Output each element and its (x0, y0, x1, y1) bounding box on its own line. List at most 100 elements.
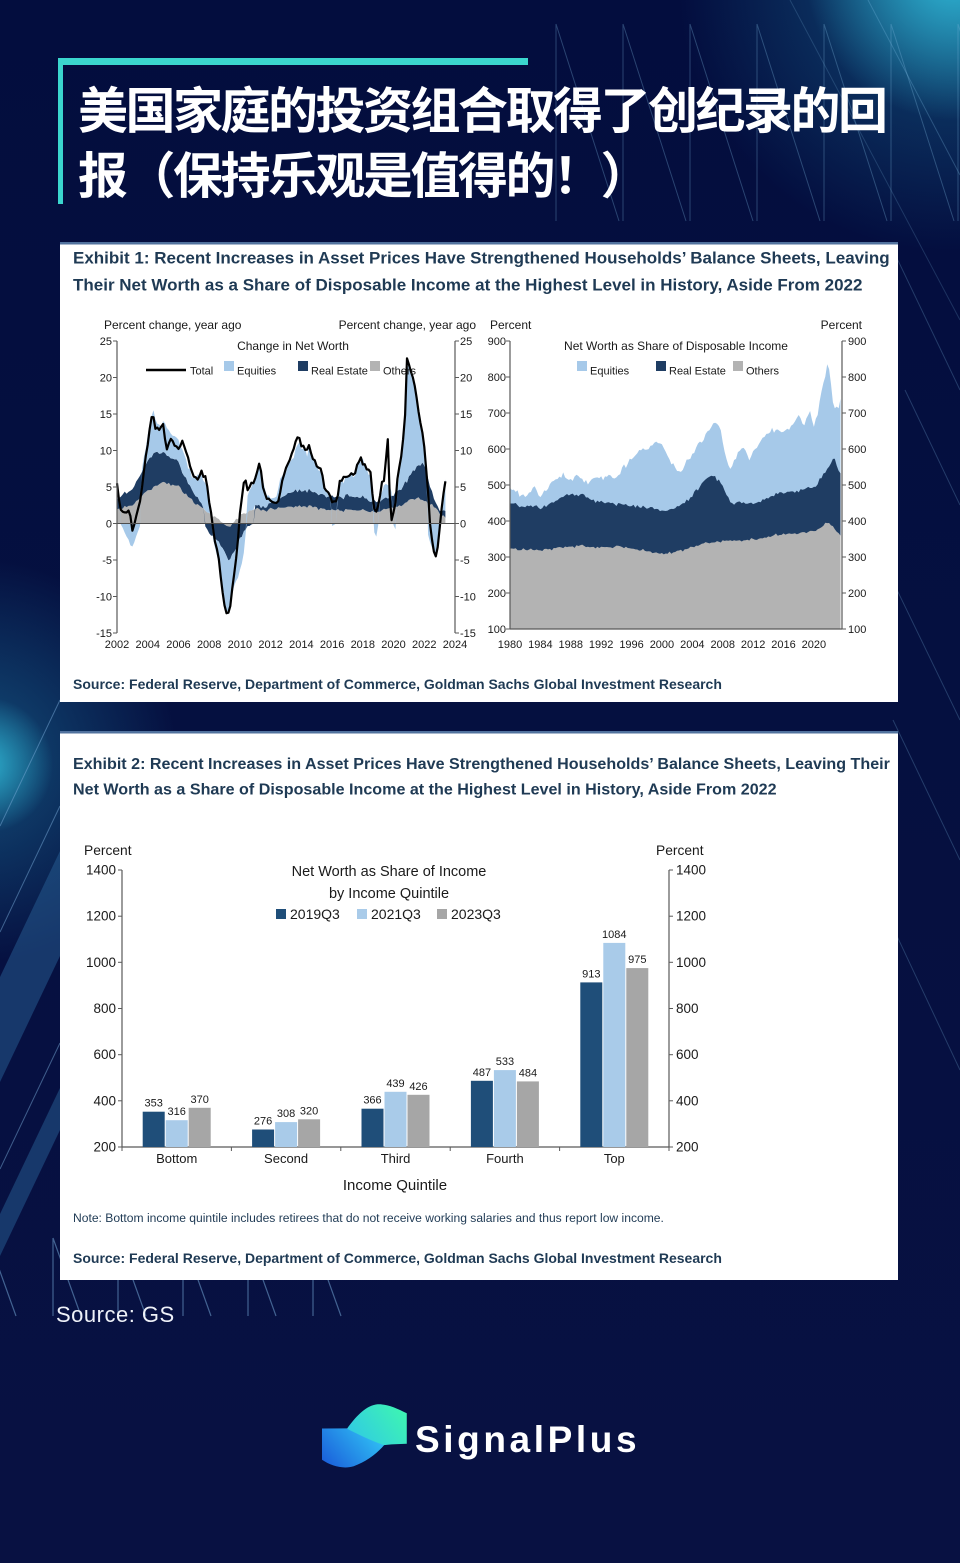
svg-text:800: 800 (676, 1001, 699, 1016)
svg-text:Second: Second (264, 1151, 308, 1166)
svg-text:800: 800 (488, 372, 506, 384)
svg-text:2010: 2010 (228, 639, 252, 651)
svg-text:316: 316 (168, 1106, 186, 1118)
svg-text:2014: 2014 (289, 639, 313, 651)
svg-text:Total: Total (190, 366, 213, 378)
svg-text:2008: 2008 (710, 639, 734, 651)
svg-text:1400: 1400 (676, 863, 706, 878)
svg-text:2012: 2012 (258, 639, 282, 651)
svg-text:366: 366 (363, 1095, 381, 1107)
svg-text:700: 700 (848, 408, 866, 420)
svg-text:487: 487 (473, 1067, 491, 1079)
svg-text:1200: 1200 (676, 909, 706, 924)
svg-text:439: 439 (386, 1078, 404, 1090)
svg-text:2004: 2004 (135, 639, 159, 651)
svg-text:Percent: Percent (821, 318, 863, 332)
svg-text:Percent: Percent (84, 843, 132, 858)
svg-text:20: 20 (100, 372, 112, 384)
svg-text:200: 200 (93, 1140, 116, 1155)
svg-text:1996: 1996 (619, 639, 643, 651)
svg-text:1400: 1400 (86, 863, 116, 878)
svg-text:1984: 1984 (528, 639, 552, 651)
svg-text:1992: 1992 (589, 639, 613, 651)
svg-text:2000: 2000 (650, 639, 674, 651)
svg-text:Net Worth as Share of Disposab: Net Worth as Share of Disposable Income (564, 339, 788, 353)
svg-text:Real Estate: Real Estate (311, 366, 368, 378)
svg-text:1000: 1000 (676, 955, 706, 970)
svg-text:0: 0 (460, 518, 466, 530)
svg-text:15: 15 (460, 409, 472, 421)
svg-text:2016: 2016 (771, 639, 795, 651)
svg-text:308: 308 (277, 1108, 295, 1120)
svg-text:600: 600 (848, 444, 866, 456)
svg-text:320: 320 (300, 1105, 318, 1117)
svg-text:by Income Quintile: by Income Quintile (329, 886, 449, 902)
svg-text:2012: 2012 (741, 639, 765, 651)
svg-text:Bottom: Bottom (156, 1151, 197, 1166)
svg-text:400: 400 (676, 1093, 699, 1108)
svg-text:533: 533 (496, 1056, 514, 1068)
svg-text:2006: 2006 (166, 639, 190, 651)
svg-text:200: 200 (488, 588, 506, 600)
svg-text:975: 975 (628, 954, 646, 966)
svg-text:Their Net Worth as a Share of: Their Net Worth as a Share of Disposable… (73, 276, 862, 295)
svg-text:-15: -15 (460, 628, 476, 640)
svg-text:2023Q3: 2023Q3 (451, 906, 501, 922)
svg-text:2020: 2020 (802, 639, 826, 651)
svg-text:Source: Federal Reserve, Depar: Source: Federal Reserve, Department of C… (73, 676, 722, 692)
svg-text:10: 10 (100, 445, 112, 457)
svg-text:2022: 2022 (412, 639, 436, 651)
svg-text:25: 25 (460, 336, 472, 348)
svg-text:Net Worth as a Share of Dispos: Net Worth as a Share of Disposable Incom… (73, 781, 777, 799)
svg-text:800: 800 (848, 372, 866, 384)
svg-text:-5: -5 (102, 555, 112, 567)
svg-text:500: 500 (488, 480, 506, 492)
svg-text:-5: -5 (460, 555, 470, 567)
svg-text:Equities: Equities (590, 366, 630, 378)
svg-text:400: 400 (848, 516, 866, 528)
svg-text:300: 300 (488, 552, 506, 564)
svg-text:Percent change, year ago: Percent change, year ago (104, 318, 242, 332)
svg-text:200: 200 (848, 588, 866, 600)
svg-text:Top: Top (604, 1151, 625, 1166)
svg-text:0: 0 (106, 518, 112, 530)
svg-text:5: 5 (460, 482, 466, 494)
svg-text:2002: 2002 (105, 639, 129, 651)
svg-text:700: 700 (488, 408, 506, 420)
svg-text:1084: 1084 (602, 929, 626, 941)
svg-text:1988: 1988 (559, 639, 583, 651)
svg-text:2020: 2020 (381, 639, 405, 651)
svg-text:10: 10 (460, 445, 472, 457)
svg-text:370: 370 (191, 1094, 209, 1106)
svg-text:800: 800 (93, 1001, 116, 1016)
svg-text:2021Q3: 2021Q3 (371, 906, 421, 922)
svg-text:-10: -10 (96, 591, 112, 603)
svg-text:Percent: Percent (490, 318, 532, 332)
svg-text:2024: 2024 (443, 639, 467, 651)
svg-text:Third: Third (381, 1151, 411, 1166)
svg-text:Net Worth as Share of Income: Net Worth as Share of Income (292, 864, 487, 880)
svg-text:913: 913 (582, 968, 600, 980)
svg-text:Others: Others (383, 366, 417, 378)
svg-text:900: 900 (488, 336, 506, 348)
svg-text:353: 353 (145, 1098, 163, 1110)
svg-text:Fourth: Fourth (486, 1151, 524, 1166)
svg-text:100: 100 (488, 624, 506, 636)
svg-text:Others: Others (746, 366, 780, 378)
svg-text:1200: 1200 (86, 909, 116, 924)
svg-text:276: 276 (254, 1115, 272, 1127)
svg-text:20: 20 (460, 372, 472, 384)
svg-text:200: 200 (676, 1140, 699, 1155)
svg-text:600: 600 (93, 1047, 116, 1062)
svg-text:300: 300 (848, 552, 866, 564)
svg-text:Percent: Percent (656, 843, 704, 858)
svg-text:500: 500 (848, 480, 866, 492)
svg-text:Exhibit 1: Recent Increases in: Exhibit 1: Recent Increases in Asset Pri… (73, 249, 890, 268)
svg-text:426: 426 (409, 1081, 427, 1093)
svg-text:Change in Net Worth: Change in Net Worth (237, 339, 349, 353)
svg-text:5: 5 (106, 482, 112, 494)
svg-text:400: 400 (488, 516, 506, 528)
svg-text:-10: -10 (460, 591, 476, 603)
svg-text:600: 600 (676, 1047, 699, 1062)
svg-text:Note: Bottom income quintile i: Note: Bottom income quintile includes re… (73, 1211, 664, 1225)
